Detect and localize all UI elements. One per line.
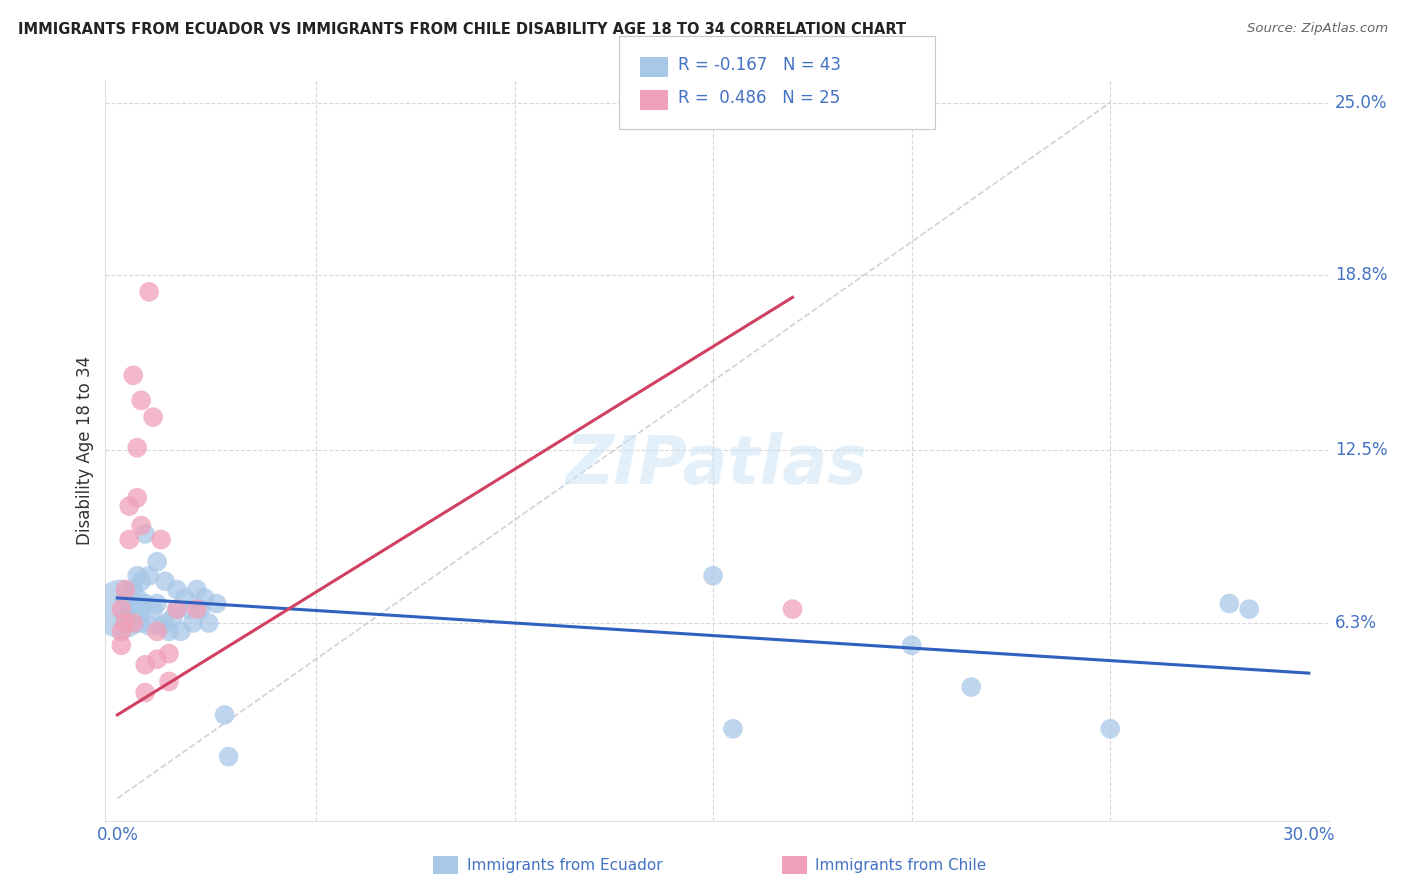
Text: Immigrants from Ecuador: Immigrants from Ecuador bbox=[467, 858, 662, 872]
Point bbox=[166, 602, 188, 616]
Point bbox=[186, 582, 208, 597]
Point bbox=[782, 602, 804, 616]
Text: Source: ZipAtlas.com: Source: ZipAtlas.com bbox=[1247, 22, 1388, 36]
Point bbox=[153, 574, 176, 589]
Point bbox=[110, 624, 132, 639]
Point bbox=[118, 499, 141, 513]
Point bbox=[157, 674, 180, 689]
Point bbox=[134, 597, 156, 611]
Point bbox=[166, 602, 188, 616]
Point bbox=[157, 647, 180, 661]
Point bbox=[177, 602, 200, 616]
Text: 25.0%: 25.0% bbox=[1334, 94, 1388, 112]
Point bbox=[186, 602, 208, 616]
Point bbox=[122, 615, 145, 630]
Point bbox=[153, 615, 176, 630]
Point bbox=[138, 568, 160, 582]
Point bbox=[134, 527, 156, 541]
Point bbox=[122, 368, 145, 383]
Text: Immigrants from Chile: Immigrants from Chile bbox=[815, 858, 987, 872]
Point bbox=[702, 568, 724, 582]
Point bbox=[114, 615, 136, 630]
Point bbox=[127, 568, 149, 582]
Point bbox=[146, 597, 169, 611]
Point bbox=[1099, 722, 1122, 736]
Text: R =  0.486   N = 25: R = 0.486 N = 25 bbox=[678, 89, 839, 107]
Point bbox=[197, 615, 219, 630]
Point bbox=[1239, 602, 1261, 616]
Point bbox=[142, 602, 165, 616]
Point bbox=[138, 285, 160, 299]
Point bbox=[1218, 597, 1240, 611]
Text: ZIPatlas: ZIPatlas bbox=[567, 433, 868, 499]
Point bbox=[110, 602, 132, 616]
Point bbox=[150, 533, 173, 547]
Point bbox=[118, 533, 141, 547]
Text: 12.5%: 12.5% bbox=[1334, 442, 1388, 459]
Point bbox=[110, 602, 132, 616]
Point bbox=[181, 615, 204, 630]
Point bbox=[129, 615, 152, 630]
Point bbox=[721, 722, 744, 736]
Point bbox=[170, 624, 193, 639]
Point bbox=[142, 410, 165, 425]
Point bbox=[173, 591, 195, 605]
Point bbox=[218, 749, 240, 764]
Point bbox=[190, 602, 212, 616]
Point bbox=[118, 597, 141, 611]
Point bbox=[900, 638, 922, 652]
Text: IMMIGRANTS FROM ECUADOR VS IMMIGRANTS FROM CHILE DISABILITY AGE 18 TO 34 CORRELA: IMMIGRANTS FROM ECUADOR VS IMMIGRANTS FR… bbox=[18, 22, 907, 37]
Point bbox=[157, 624, 180, 639]
Point bbox=[166, 582, 188, 597]
Point bbox=[138, 619, 160, 633]
Point bbox=[134, 685, 156, 699]
Point bbox=[114, 610, 136, 624]
Point bbox=[150, 619, 173, 633]
Point bbox=[118, 615, 141, 630]
Text: 18.8%: 18.8% bbox=[1334, 266, 1388, 285]
Text: 6.3%: 6.3% bbox=[1334, 614, 1376, 632]
Point bbox=[194, 591, 217, 605]
Point bbox=[127, 602, 149, 616]
Point bbox=[162, 610, 184, 624]
Point bbox=[129, 574, 152, 589]
Point bbox=[960, 680, 983, 694]
Point bbox=[146, 652, 169, 666]
Point bbox=[214, 707, 236, 722]
Point bbox=[129, 393, 152, 408]
Point bbox=[110, 638, 132, 652]
Point bbox=[114, 582, 136, 597]
Point bbox=[114, 591, 136, 605]
Point bbox=[127, 491, 149, 505]
Point bbox=[146, 624, 169, 639]
Point bbox=[127, 441, 149, 455]
Point bbox=[129, 518, 152, 533]
Y-axis label: Disability Age 18 to 34: Disability Age 18 to 34 bbox=[76, 356, 94, 545]
Point bbox=[122, 605, 145, 619]
Point bbox=[146, 555, 169, 569]
Point bbox=[122, 582, 145, 597]
Point bbox=[205, 597, 228, 611]
Point bbox=[134, 657, 156, 672]
Text: R = -0.167   N = 43: R = -0.167 N = 43 bbox=[678, 56, 841, 74]
